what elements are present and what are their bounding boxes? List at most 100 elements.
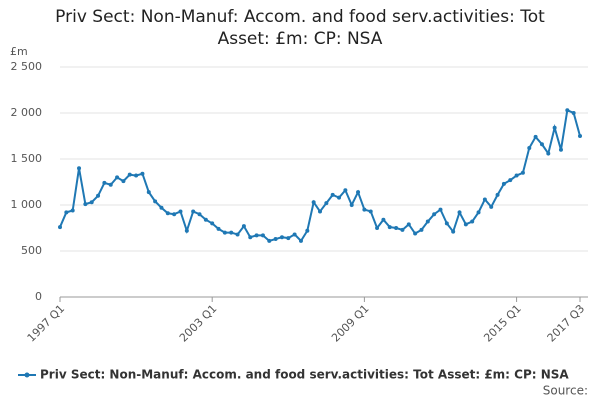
data-point bbox=[463, 222, 468, 227]
data-point bbox=[330, 192, 335, 197]
data-point bbox=[140, 171, 145, 176]
data-point bbox=[235, 232, 240, 237]
data-point bbox=[356, 190, 361, 195]
data-point bbox=[248, 235, 253, 240]
data-point bbox=[70, 208, 75, 213]
data-point bbox=[318, 209, 322, 214]
y-tick-label: 2 500 bbox=[11, 60, 43, 73]
data-point bbox=[153, 199, 158, 204]
data-point bbox=[432, 212, 437, 217]
data-point bbox=[254, 233, 259, 238]
x-tick-label: 1997 Q1 bbox=[25, 302, 68, 345]
data-point bbox=[210, 221, 215, 226]
data-point bbox=[533, 134, 538, 139]
data-point bbox=[425, 219, 430, 224]
data-point bbox=[184, 228, 189, 233]
data-point bbox=[514, 173, 519, 178]
data-point bbox=[165, 211, 170, 216]
data-point bbox=[406, 222, 411, 227]
y-axis-label: £m bbox=[10, 45, 28, 58]
x-tick-label: 2015 Q1 bbox=[481, 302, 524, 345]
legend-marker bbox=[24, 372, 30, 378]
data-point bbox=[451, 229, 456, 234]
data-point bbox=[381, 217, 386, 222]
data-point bbox=[394, 226, 399, 230]
data-point bbox=[457, 210, 462, 215]
data-point bbox=[159, 205, 164, 210]
data-point bbox=[191, 209, 196, 214]
data-point bbox=[134, 173, 139, 178]
data-point bbox=[508, 178, 513, 183]
data-point bbox=[337, 195, 342, 200]
data-point bbox=[527, 145, 532, 150]
data-point bbox=[83, 202, 88, 207]
data-point bbox=[292, 232, 297, 237]
data-point bbox=[444, 221, 449, 226]
data-point bbox=[362, 207, 367, 212]
data-point bbox=[64, 210, 69, 215]
data-point bbox=[77, 166, 82, 171]
data-point bbox=[197, 212, 202, 217]
data-point bbox=[565, 108, 570, 113]
data-point bbox=[520, 170, 525, 175]
data-point bbox=[368, 209, 373, 214]
y-tick-label: 2 000 bbox=[11, 106, 43, 119]
x-tick-label: 2017 Q3 bbox=[545, 302, 588, 345]
data-point bbox=[203, 217, 208, 222]
data-point bbox=[571, 111, 576, 115]
data-point bbox=[267, 238, 272, 243]
data-point bbox=[470, 219, 475, 224]
data-point bbox=[178, 209, 183, 214]
data-point bbox=[324, 201, 329, 206]
data-point bbox=[279, 235, 284, 240]
source: Source: bbox=[543, 384, 588, 398]
data-point bbox=[102, 180, 107, 185]
x-tick-label: 2003 Q1 bbox=[177, 302, 220, 345]
data-point bbox=[413, 231, 418, 236]
data-point bbox=[241, 224, 246, 229]
data-point bbox=[108, 182, 113, 187]
legend-label: Priv Sect: Non-Manuf: Accom. and food se… bbox=[40, 368, 569, 382]
data-point bbox=[229, 230, 234, 235]
data-point bbox=[349, 203, 354, 207]
data-point bbox=[387, 225, 392, 230]
data-point bbox=[495, 192, 500, 197]
data-point bbox=[501, 181, 506, 186]
data-point bbox=[222, 230, 227, 235]
data-point bbox=[96, 193, 101, 198]
y-tick-label: 1 000 bbox=[11, 198, 43, 211]
data-point bbox=[552, 125, 557, 130]
data-point bbox=[260, 233, 265, 238]
data-point bbox=[419, 227, 424, 232]
data-point bbox=[127, 172, 132, 177]
data-point bbox=[172, 212, 177, 217]
data-point bbox=[438, 207, 443, 212]
data-point bbox=[489, 204, 494, 209]
data-point bbox=[286, 236, 291, 241]
y-tick-label: 0 bbox=[35, 290, 42, 303]
data-point bbox=[311, 200, 316, 205]
y-tick-label: 500 bbox=[21, 244, 42, 257]
data-point bbox=[216, 226, 221, 231]
data-point bbox=[58, 225, 62, 230]
data-point bbox=[298, 238, 303, 243]
y-tick-label: 1 500 bbox=[11, 152, 43, 165]
chart-title: Priv Sect: Non-Manuf: Accom. and food se… bbox=[55, 7, 545, 49]
data-point bbox=[546, 151, 551, 156]
data-point bbox=[273, 237, 278, 242]
data-point bbox=[400, 227, 405, 232]
data-point bbox=[375, 226, 380, 230]
data-point bbox=[539, 142, 544, 147]
data-point bbox=[476, 210, 481, 215]
data-point bbox=[482, 197, 487, 202]
data-point bbox=[146, 190, 151, 195]
x-tick-label: 2009 Q1 bbox=[329, 302, 372, 345]
data-point bbox=[343, 188, 348, 193]
data-point bbox=[89, 200, 94, 205]
data-point bbox=[305, 228, 310, 233]
data-point bbox=[121, 179, 126, 184]
data-point bbox=[558, 147, 563, 152]
data-point bbox=[578, 134, 582, 138]
